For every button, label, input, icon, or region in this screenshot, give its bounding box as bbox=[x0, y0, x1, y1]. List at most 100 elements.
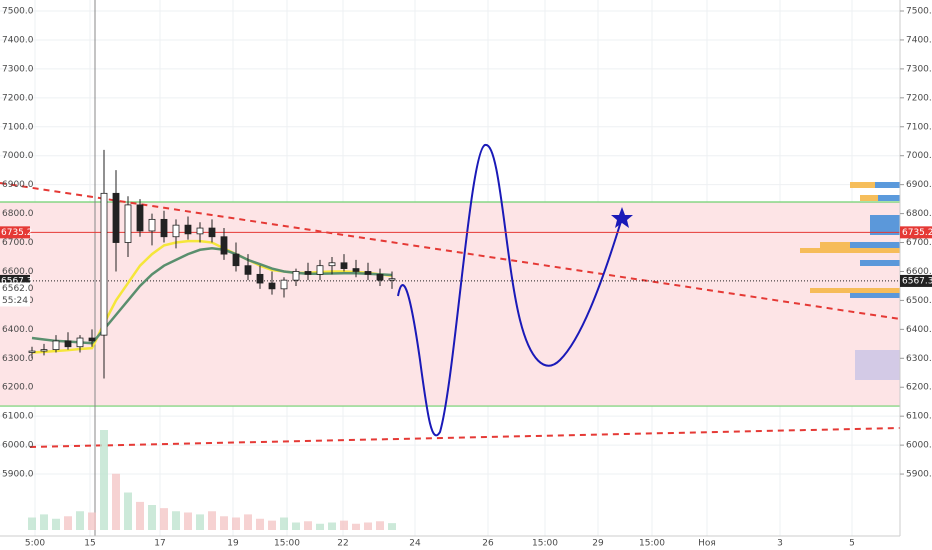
volume-bar bbox=[268, 520, 276, 530]
star bbox=[611, 207, 633, 228]
y-tick-label-left: 7500.0 bbox=[2, 7, 34, 17]
x-tick-label: 15:00 bbox=[532, 539, 558, 549]
x-tick-label: 17 bbox=[154, 539, 165, 549]
x-tick-label: 15 bbox=[84, 539, 95, 549]
y-tick-label-left: 6600.0 bbox=[2, 267, 34, 277]
volume-bar bbox=[88, 512, 96, 530]
y-tick-label-left: 6700.0 bbox=[2, 238, 34, 248]
timer: 55:24 bbox=[2, 296, 28, 306]
vp-bar bbox=[870, 215, 900, 235]
y-tick-label-left: 7100.0 bbox=[2, 122, 34, 132]
volume-bar bbox=[184, 512, 192, 530]
x-tick-label: 5:00 bbox=[25, 539, 45, 549]
y-tick-label: 7500.0 bbox=[906, 7, 932, 17]
y-tick-label: 6700.0 bbox=[906, 238, 932, 248]
candle-body bbox=[124, 204, 132, 243]
y-tick-label-left: 6800.0 bbox=[2, 209, 34, 219]
axes: 5900.0 5900.0 6000.0 6000.0 6100.0 6100.0 6200… bbox=[0, 7, 932, 549]
volume-bar bbox=[220, 516, 228, 530]
candle-body bbox=[364, 271, 372, 275]
volume-bar bbox=[316, 523, 324, 530]
vp-bar bbox=[878, 195, 900, 201]
vp-bar bbox=[810, 288, 900, 293]
candle-body bbox=[328, 262, 336, 267]
y-tick-label: 6500.0 bbox=[906, 296, 932, 306]
volume-bar bbox=[376, 521, 384, 530]
volume-bar bbox=[280, 517, 288, 530]
marks bbox=[0, 149, 900, 530]
y-tick-label-left: 6300.0 bbox=[2, 354, 34, 364]
vp-bar bbox=[800, 248, 900, 253]
label-bg bbox=[0, 282, 30, 307]
x-tick-label: 24 bbox=[409, 539, 421, 549]
volume-bar bbox=[340, 520, 348, 530]
y-tick-label-left: 7000.0 bbox=[2, 151, 34, 161]
y-tick-label: 7200.0 bbox=[906, 93, 932, 103]
volume-bar bbox=[40, 514, 48, 530]
volume-profile bbox=[800, 182, 900, 380]
volume-bar bbox=[112, 473, 120, 530]
y-tick-label-left: 7300.0 bbox=[2, 64, 34, 74]
volume-bar bbox=[292, 522, 300, 530]
volume-bar bbox=[388, 523, 396, 530]
volume-bar bbox=[160, 508, 168, 530]
candle-body bbox=[316, 265, 324, 275]
y-tick-label: 6400.0 bbox=[906, 325, 932, 335]
candle-body bbox=[64, 340, 72, 348]
price-tag bbox=[900, 226, 932, 239]
y-tick-label: 5900.0 bbox=[906, 470, 932, 480]
x-tick-label: 19 bbox=[227, 539, 239, 549]
volume-bar bbox=[64, 516, 72, 530]
volume-bar bbox=[328, 522, 336, 530]
y-tick-label-left: 6000.0 bbox=[2, 441, 34, 451]
price-tag-left bbox=[0, 226, 30, 239]
volume-bar bbox=[136, 501, 144, 530]
x-tick-label: Ноя bbox=[698, 539, 716, 549]
vp-bar bbox=[860, 260, 900, 266]
volume-bar bbox=[352, 523, 360, 530]
trend-line bbox=[29, 427, 901, 448]
x-tick-label: 3 bbox=[777, 539, 783, 549]
volume-bar bbox=[52, 518, 60, 530]
volume-bar bbox=[124, 492, 132, 530]
y-tick-label-left: 6900.0 bbox=[2, 180, 34, 190]
volume-bar bbox=[76, 511, 84, 530]
y-tick-label: 7100.0 bbox=[906, 122, 932, 132]
y-tick-label-left: 6100.0 bbox=[2, 412, 34, 422]
y-tick-label-left: 6200.0 bbox=[2, 383, 34, 393]
y-tick-label: 6900.0 bbox=[906, 180, 932, 190]
candle-body bbox=[292, 271, 300, 281]
volume-bar bbox=[364, 522, 372, 530]
price-tag bbox=[900, 274, 932, 287]
volume-bar bbox=[304, 521, 312, 530]
volume-bar bbox=[232, 517, 240, 530]
price-tag-label-left: 6567.3 bbox=[1, 276, 33, 286]
volume-bar bbox=[244, 514, 252, 530]
y-tick-label: 6600.0 bbox=[906, 267, 932, 277]
candle-body bbox=[172, 224, 180, 238]
vp-bar bbox=[855, 350, 900, 380]
y-tick-label-left: 7400.0 bbox=[2, 35, 34, 45]
x-tick-label: 26 bbox=[482, 539, 494, 549]
candle-body bbox=[376, 273, 384, 281]
candle-body bbox=[232, 253, 240, 267]
candle-body bbox=[52, 340, 60, 351]
candle-body bbox=[100, 192, 108, 336]
y-tick-label: 6200.0 bbox=[906, 383, 932, 393]
x-tick-label: 22 bbox=[337, 539, 348, 549]
candle-body bbox=[304, 271, 312, 275]
y-tick-label: 6100.0 bbox=[906, 412, 932, 422]
candle-body bbox=[244, 265, 252, 275]
volume-bar bbox=[196, 514, 204, 530]
x-tick-label: 15:00 bbox=[639, 539, 665, 549]
candle-body bbox=[184, 224, 192, 235]
candle-body bbox=[28, 350, 36, 353]
trend-line bbox=[0, 182, 901, 320]
candle-body bbox=[112, 192, 120, 243]
candle-body bbox=[136, 204, 144, 232]
volume-bar bbox=[28, 517, 36, 530]
volume-bar bbox=[100, 430, 108, 530]
candle-body bbox=[268, 282, 276, 290]
candle-body bbox=[280, 279, 288, 290]
